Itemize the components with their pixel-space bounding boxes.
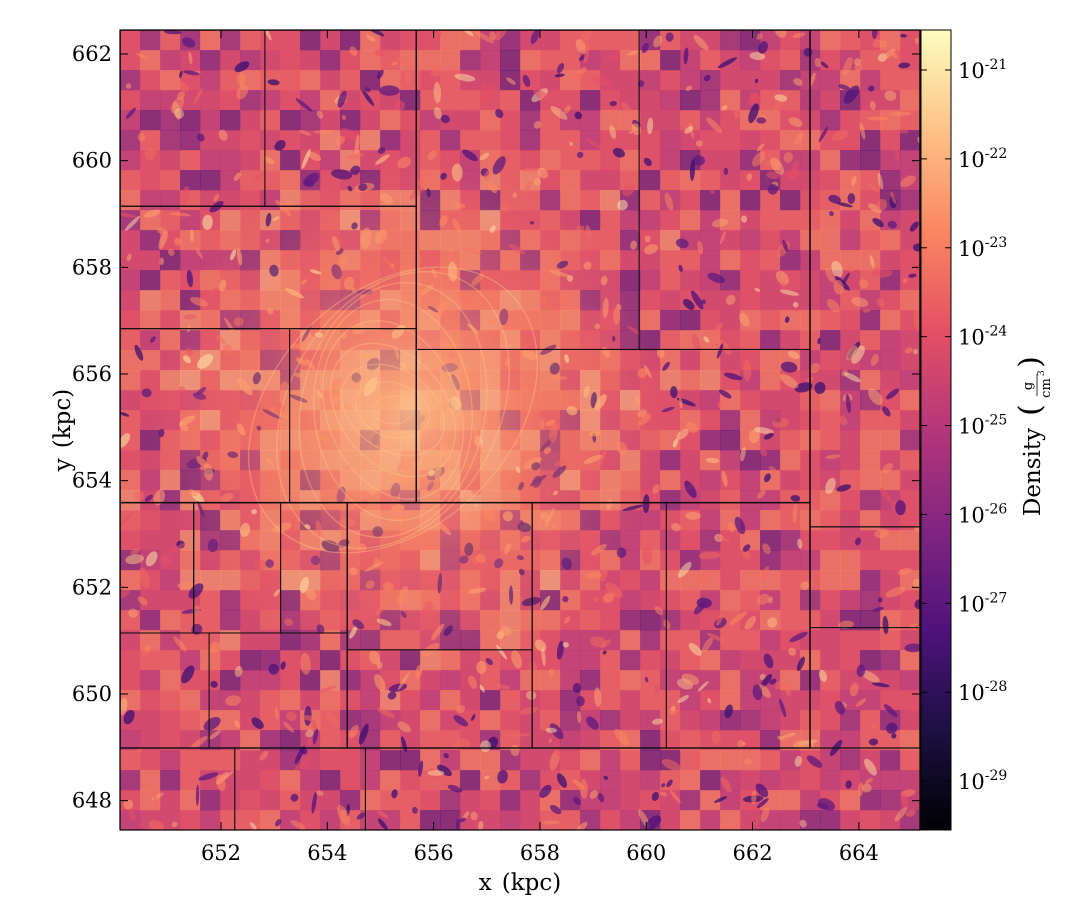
colorbar-tick-label: 10-29 <box>958 768 1007 794</box>
colorbar-label: Density <box>1020 428 1046 516</box>
colorbar-unit-numerator: g <box>1021 382 1036 390</box>
x-tick-label: 664 <box>839 841 879 865</box>
colorbar-tick-label: 10-22 <box>958 146 1007 172</box>
colorbar-tick-label: 10-26 <box>958 501 1007 527</box>
colorbar-tick-base: 10 <box>958 503 985 527</box>
y-tick-label: 650 <box>72 682 112 706</box>
y-tick-label: 660 <box>72 149 112 173</box>
core-swirl-arc <box>330 342 456 478</box>
x-tick-label: 662 <box>733 841 773 865</box>
y-tick-label: 652 <box>72 575 112 599</box>
colorbar-tick-base: 10 <box>958 681 985 705</box>
core-swirl-arc <box>372 395 414 425</box>
core-swirl-arc <box>276 271 510 549</box>
y-tick-label: 648 <box>72 789 112 813</box>
colorbar-tick-label: 10-28 <box>958 679 1007 705</box>
y-tick-label: 654 <box>72 469 112 493</box>
core-swirl-arc <box>355 381 431 439</box>
colorbar-tick-exponent: -22 <box>985 146 1008 162</box>
core-swirl-arc <box>247 266 539 554</box>
colorbar-frame <box>920 29 952 831</box>
colorbar-tick-exponent: -26 <box>985 501 1008 517</box>
y-tick-label: 656 <box>72 362 112 386</box>
dense-core-glow <box>120 30 920 830</box>
x-tick-label: 660 <box>626 841 666 865</box>
colorbar-tick-base: 10 <box>958 770 985 794</box>
y-tick-label: 662 <box>72 42 112 66</box>
x-tick-label: 654 <box>307 841 347 865</box>
density-field <box>120 30 920 830</box>
y-axis-title: y(kpc) <box>50 389 76 473</box>
colorbar-unit-denominator: cm <box>1039 378 1054 398</box>
amr-grid-blocks <box>120 30 920 830</box>
core-swirl-arc <box>298 281 488 539</box>
y-tick-label: 658 <box>72 255 112 279</box>
amr-block <box>364 747 920 830</box>
colorbar-unit-close-paren: ) <box>1013 356 1048 368</box>
core-swirl-arc <box>340 363 446 457</box>
colorbar-tick-exponent: -24 <box>985 324 1008 340</box>
y-axis: 648 650 652 654 656 658 660 662 <box>72 42 920 813</box>
colorbar-tick-base: 10 <box>958 326 985 350</box>
colorbar-tick-exponent: -25 <box>985 413 1008 429</box>
colorbar-tick-base: 10 <box>958 415 985 439</box>
colorbar-tick-label: 10-23 <box>958 235 1007 261</box>
colorbar-tick-base: 10 <box>958 237 985 261</box>
colorbar-tick-exponent: -21 <box>985 57 1008 73</box>
x-tick-label: 658 <box>520 841 560 865</box>
colorbar-unit-open-paren: ( <box>1013 404 1048 416</box>
colorbar-tick-label: 10-25 <box>958 413 1007 439</box>
x-tick-label: 656 <box>414 841 454 865</box>
colorbar-title: Density ( g cm 3 ) <box>1013 356 1054 516</box>
x-tick-label: 652 <box>201 841 241 865</box>
plot-frame <box>119 29 921 831</box>
colorbar: 10-2110-2210-2310-2410-2510-2610-2710-28… <box>920 29 1054 831</box>
colorbar-tick-exponent: -29 <box>985 768 1008 784</box>
colorbar-tick-exponent: -27 <box>985 590 1008 606</box>
x-axis-title: x (kpc) <box>479 870 561 896</box>
colorbar-tick-base: 10 <box>958 59 985 83</box>
core-swirl-arc <box>321 320 465 500</box>
colorbar-ticks: 10-2110-2210-2310-2410-2510-2610-2710-28… <box>921 57 1007 794</box>
core-swirl-arc <box>313 298 473 522</box>
colorbar-tick-label: 10-27 <box>958 590 1007 616</box>
x-axis: 652 654 656 658 660 662 664 <box>201 30 879 865</box>
colorbar-tick-label: 10-21 <box>958 57 1007 83</box>
colorbar-tick-label: 10-24 <box>958 324 1007 350</box>
colorbar-tick-exponent: -28 <box>985 679 1008 695</box>
colorbar-tick-exponent: -23 <box>985 235 1008 251</box>
colorbar-tick-base: 10 <box>958 592 985 616</box>
plot-area <box>119 29 921 831</box>
colorbar-unit-exponent: 3 <box>1037 370 1047 376</box>
colorbar-tick-base: 10 <box>958 148 985 172</box>
colorbar-gradient <box>921 30 951 830</box>
